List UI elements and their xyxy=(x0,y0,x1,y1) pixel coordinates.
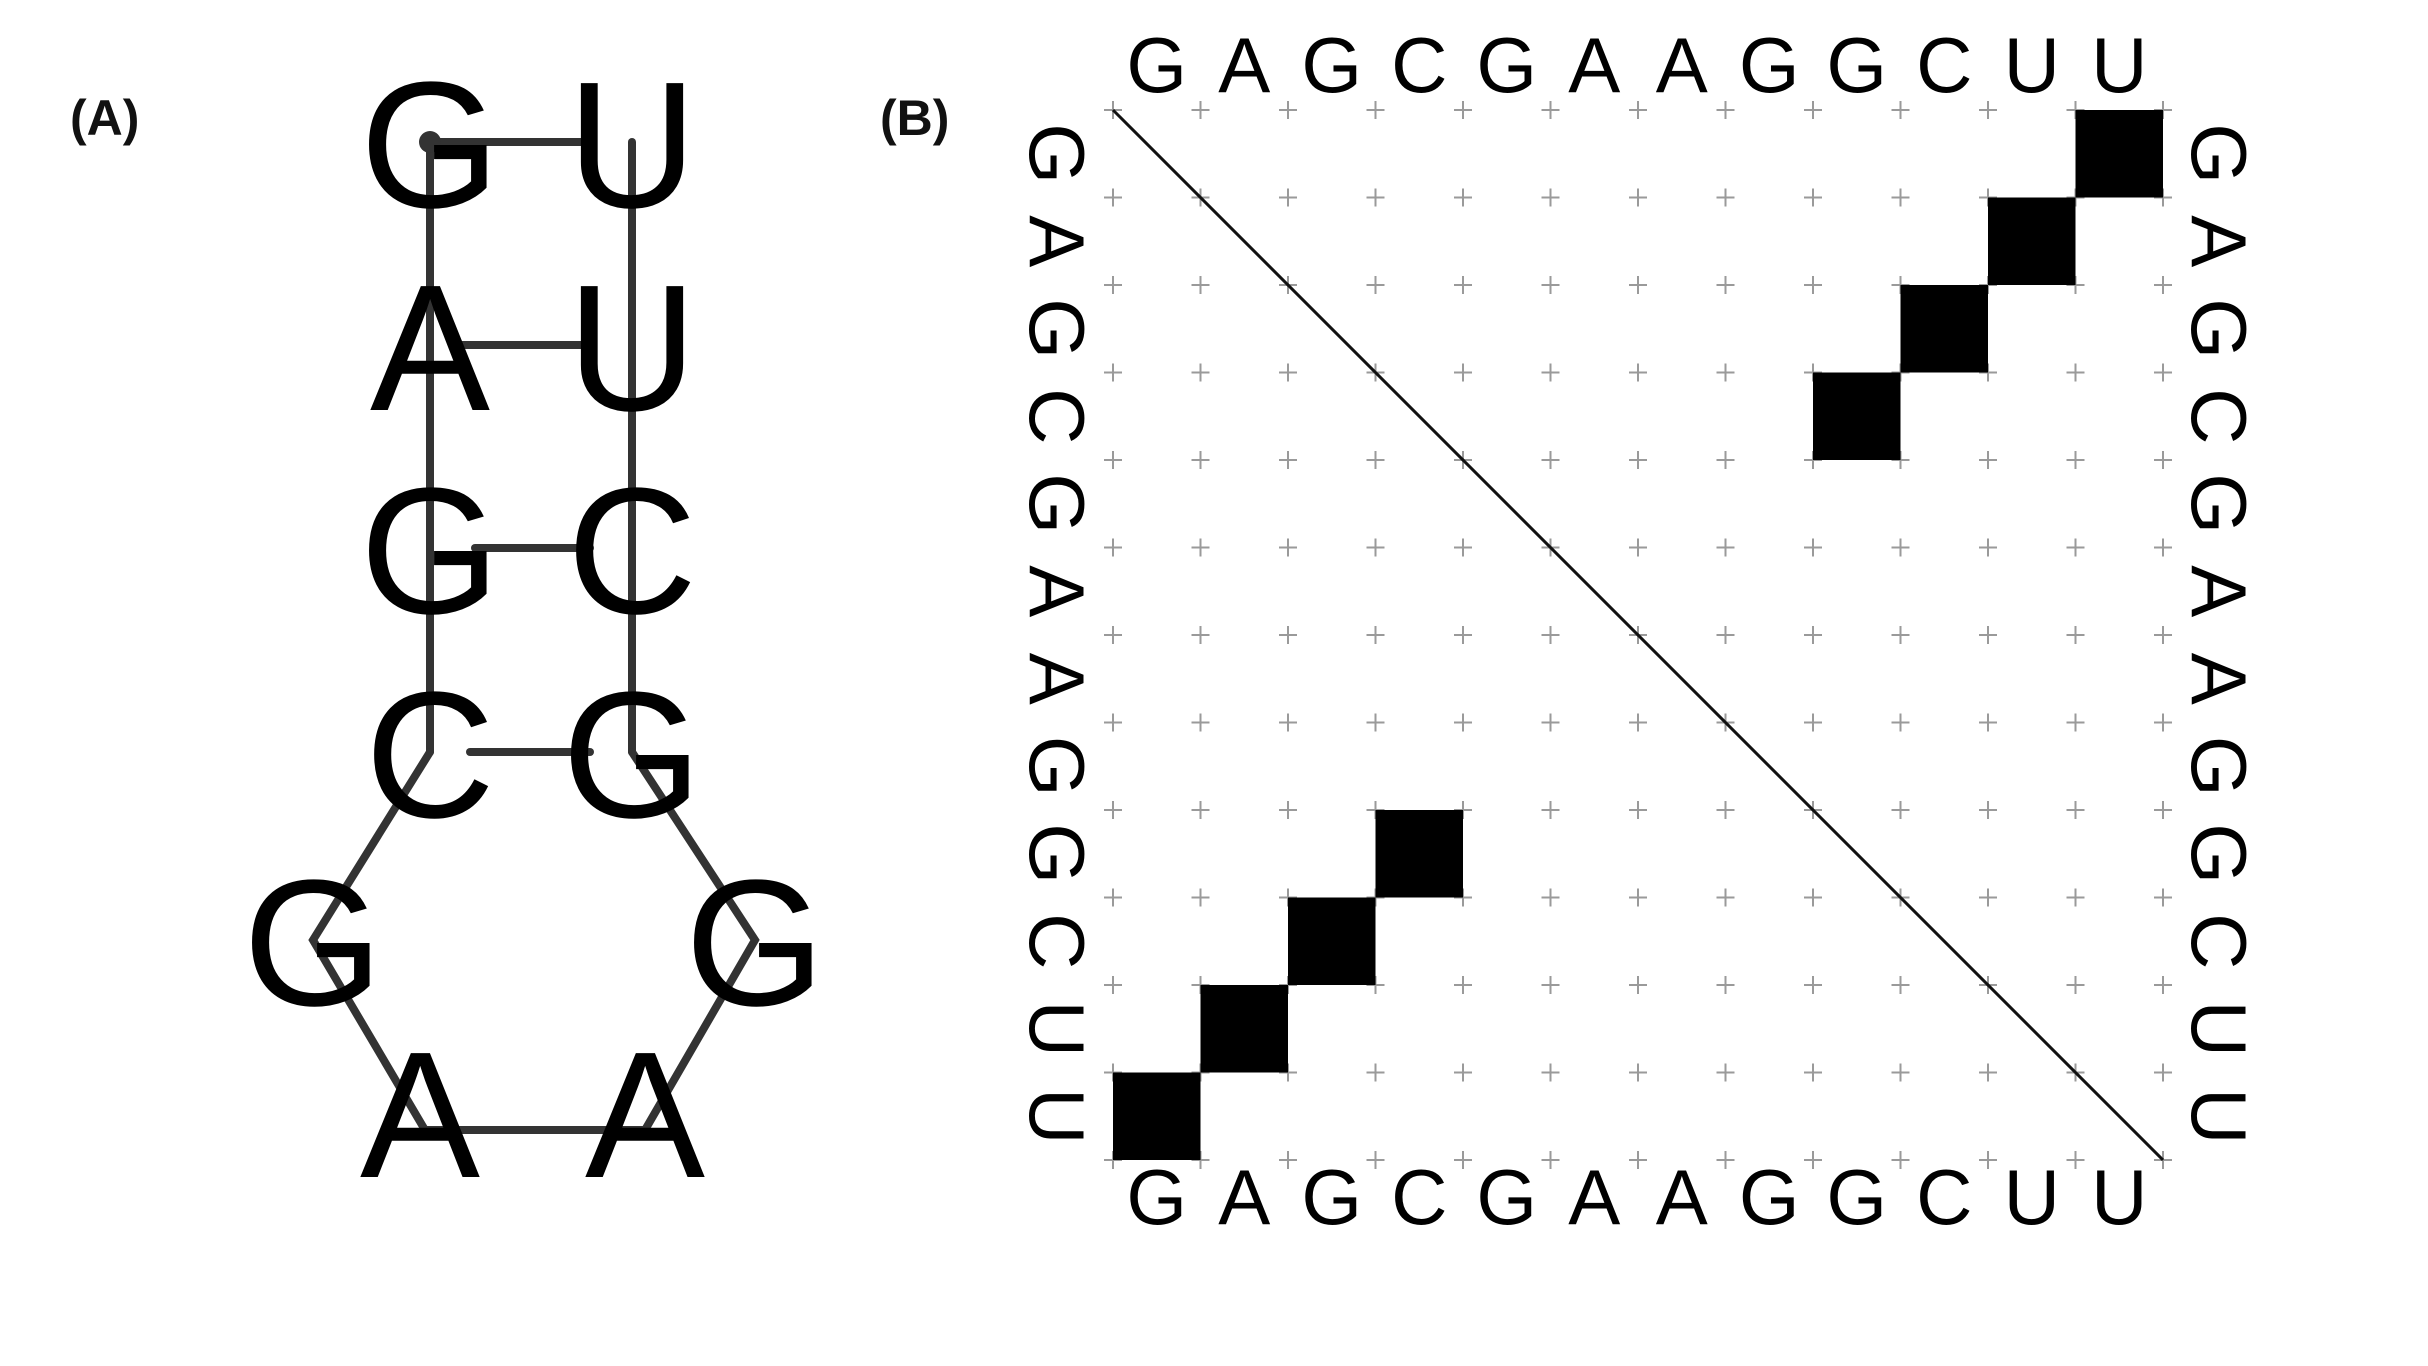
pair-cell xyxy=(1813,372,1901,460)
sequence-letter: A xyxy=(1013,565,1101,617)
panel-a-label: (A) xyxy=(70,90,139,146)
grid-marks xyxy=(1104,101,2172,1169)
sequence-letter: G xyxy=(1476,21,1537,109)
sequence-letter: G xyxy=(1739,21,1800,109)
sequence-letter: G xyxy=(2175,298,2263,359)
sequence-letter: G xyxy=(1126,21,1187,109)
pair-cell xyxy=(2075,110,2163,198)
sequence-letter: C xyxy=(1916,21,1972,109)
sequence-letter: A xyxy=(2175,653,2263,705)
loop-nt: G xyxy=(685,843,825,1044)
sequence-letter: U xyxy=(2175,1088,2263,1144)
sequence-letter: C xyxy=(2175,913,2263,969)
pair-cell xyxy=(1900,285,1988,373)
stem-left-nt: G xyxy=(360,45,500,246)
pair-cell xyxy=(1113,1072,1201,1160)
sequence-letter: G xyxy=(1013,473,1101,534)
pair-cells xyxy=(1113,110,2163,1160)
sequence-letter: C xyxy=(2175,388,2263,444)
pair-cell xyxy=(1200,985,1288,1073)
sequence-letter: U xyxy=(2004,1153,2060,1241)
sequence-letter: A xyxy=(2175,565,2263,617)
loop-backbone xyxy=(308,748,760,1134)
sequence-letter: A xyxy=(1013,653,1101,705)
main-diagonal xyxy=(1111,108,2165,1162)
stem-left-nt: G xyxy=(360,451,500,652)
sequence-letter: G xyxy=(2175,823,2263,884)
sequence-letter: A xyxy=(1218,1153,1270,1241)
pair-cell xyxy=(1288,897,1376,985)
sequence-letter: C xyxy=(1013,388,1101,444)
sequence-letter: A xyxy=(1656,21,1708,109)
pair-cell xyxy=(1375,810,1463,898)
sequence-letter: U xyxy=(1013,1088,1101,1144)
loop-nt: A xyxy=(585,1015,705,1216)
sequence-letter: A xyxy=(1013,215,1101,267)
loop-nt: G xyxy=(243,843,383,1044)
sequence-letter: G xyxy=(1013,298,1101,359)
sequence-letter: U xyxy=(2091,21,2147,109)
sequence-letter: G xyxy=(1013,736,1101,797)
sequence-letter: G xyxy=(1301,1153,1362,1241)
sequence-letter: G xyxy=(1126,1153,1187,1241)
sequence-letter: U xyxy=(2175,1001,2263,1057)
sequence-letter: G xyxy=(1476,1153,1537,1241)
sequence-letter: G xyxy=(2175,736,2263,797)
sequence-letter: G xyxy=(1826,1153,1887,1241)
stem-right-nt: G xyxy=(562,655,702,856)
start-dot xyxy=(419,131,441,153)
sequence-letter: C xyxy=(1916,1153,1972,1241)
loop-nt: A xyxy=(360,1015,480,1216)
sequence-letter: A xyxy=(1218,21,1270,109)
stem-left-nt: A xyxy=(370,248,490,449)
sequence-letter: C xyxy=(1391,21,1447,109)
panel-b-label: (B) xyxy=(880,90,949,146)
sequence-letter: G xyxy=(1739,1153,1800,1241)
stem-right-nt: C xyxy=(567,451,697,652)
sequence-letter: U xyxy=(2091,1153,2147,1241)
stem-left-nt: C xyxy=(365,655,495,856)
stem-right-nt: U xyxy=(567,248,697,449)
sequence-letter: G xyxy=(2175,473,2263,534)
sequence-letter: A xyxy=(1568,1153,1620,1241)
pair-cell xyxy=(1988,197,2076,285)
sequence-letter: G xyxy=(2175,123,2263,184)
sequence-letter: U xyxy=(1013,1001,1101,1057)
sequence-letter: A xyxy=(1568,21,1620,109)
sequence-letter: A xyxy=(1656,1153,1708,1241)
sequence-letter: C xyxy=(1391,1153,1447,1241)
sequence-letter: G xyxy=(1013,823,1101,884)
sequence-letter: G xyxy=(1826,21,1887,109)
stem-right-nt: U xyxy=(567,45,697,246)
sequence-letter: G xyxy=(1013,123,1101,184)
sequence-letter: G xyxy=(1301,21,1362,109)
sequence-letter: U xyxy=(2004,21,2060,109)
sequence-letter: A xyxy=(2175,215,2263,267)
sequence-letter: C xyxy=(1013,913,1101,969)
hairpin-structure: G U A U G C C G G A A G xyxy=(243,45,825,1216)
